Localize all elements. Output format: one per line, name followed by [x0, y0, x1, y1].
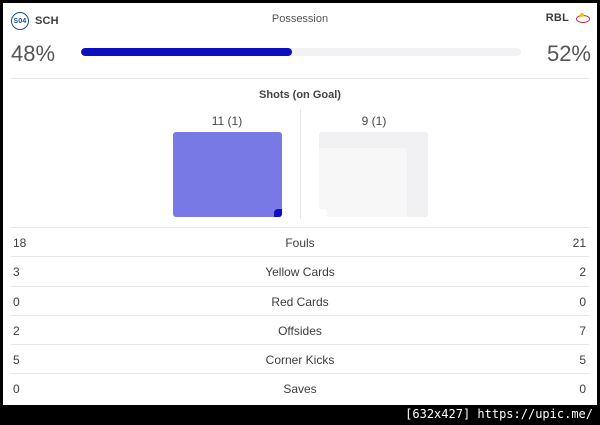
possession-title: Possession: [271, 13, 329, 25]
stat-row-yellow-cards: 3 Yellow Cards 2: [11, 256, 589, 285]
shots-divider: [300, 109, 301, 219]
shots-title: Shots (on Goal): [259, 89, 341, 101]
away-shots-box: [319, 132, 428, 217]
home-possession-percent: 48%: [11, 41, 56, 66]
home-team-name: SCH: [35, 15, 59, 27]
stat-away-value: 0: [579, 382, 586, 397]
away-shots-on-goal-mark: [319, 209, 327, 217]
stat-away-value: 21: [572, 236, 586, 250]
home-shots-value: 11 (1): [211, 114, 243, 128]
possession-header: S04 SCH Possession RBL: [3, 3, 597, 33]
stat-label: Fouls: [285, 236, 315, 250]
stat-away-value: 0: [579, 294, 586, 309]
away-team: RBL: [546, 12, 590, 24]
home-shots-box: [173, 132, 282, 217]
away-team-name: RBL: [545, 12, 569, 24]
stat-label: Yellow Cards: [265, 265, 335, 280]
stat-away-value: 7: [579, 323, 586, 338]
stat-home-value: 0: [13, 294, 20, 309]
match-stats-panel: S04 SCH Possession RBL 48% 52% Shots (on…: [3, 3, 597, 405]
away-possession-percent: 52%: [546, 41, 591, 66]
stats-table: 18 Fouls 21 3 Yellow Cards 2 0 Red Cards…: [11, 227, 589, 403]
stat-label: Saves: [283, 382, 317, 397]
away-team-crest-icon: [574, 12, 590, 24]
away-shots-inner-area: [319, 148, 407, 217]
stat-home-value: 2: [13, 323, 20, 338]
stat-home-value: 18: [13, 236, 27, 250]
stat-home-value: 5: [13, 353, 20, 368]
stat-home-value: 3: [13, 265, 20, 280]
stat-row-red-cards: 0 Red Cards 0: [11, 285, 589, 315]
section-divider: [11, 78, 589, 79]
home-team-crest-icon: S04: [11, 12, 29, 30]
image-host-watermark: [632x427] https://upic.me/: [401, 406, 597, 423]
stat-row-fouls: 18 Fouls 21: [11, 227, 589, 256]
stat-row-corner-kicks: 5 Corner Kicks 5: [11, 344, 589, 373]
stat-label: Red Cards: [271, 294, 329, 309]
away-shots-value: 9 (1): [361, 114, 387, 128]
stat-row-saves: 0 Saves 0: [11, 373, 589, 402]
stat-label: Corner Kicks: [265, 353, 335, 368]
stat-row-offsides: 2 Offsides 7: [11, 314, 589, 344]
possession-bar-fill: [81, 48, 293, 56]
stat-label: Offsides: [278, 323, 322, 338]
stat-home-value: 0: [13, 382, 20, 397]
stat-away-value: 5: [579, 353, 586, 368]
home-team: S04 SCH: [11, 12, 59, 30]
stat-away-value: 2: [579, 265, 586, 280]
possession-bar: [81, 48, 521, 56]
home-shots-on-goal-mark: [274, 209, 282, 217]
